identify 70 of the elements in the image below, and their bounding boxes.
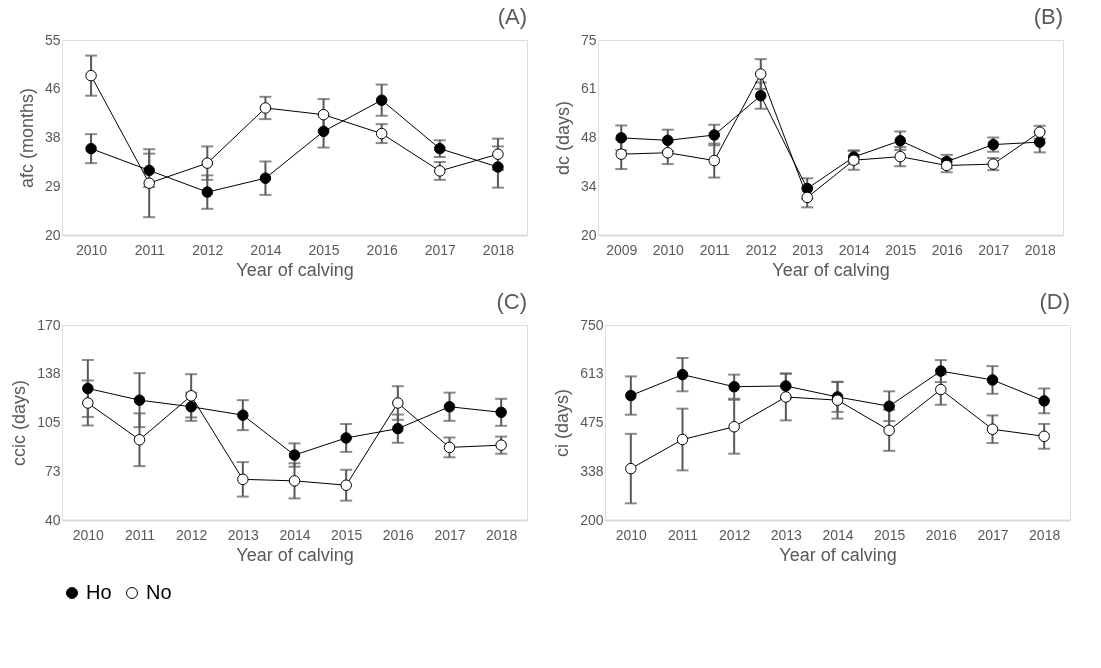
x-tick-label: 2014 <box>822 526 854 543</box>
y-tick-label: 29 <box>44 177 61 194</box>
y-tick-label: 46 <box>44 80 61 97</box>
x-tick-label: 2017 <box>424 241 457 258</box>
x-tick-label: 2010 <box>652 241 685 258</box>
y-tick-label: 200 <box>580 511 604 528</box>
x-tick-label: 2015 <box>308 241 340 258</box>
x-axis-title: Year of calving <box>236 259 354 280</box>
legend-label: Ho <box>86 581 112 603</box>
x-tick-label: 2017 <box>978 241 1010 258</box>
y-tick-label: 170 <box>37 316 61 333</box>
x-tick-label: 2016 <box>366 241 398 258</box>
x-tick-label: 2009 <box>606 241 638 258</box>
x-tick-label: 2018 <box>1029 526 1061 543</box>
x-tick-label: 2011 <box>134 241 165 258</box>
x-tick-label: 2012 <box>192 241 224 258</box>
y-tick-label: 40 <box>44 511 61 528</box>
chart-title: (C) <box>496 289 527 314</box>
x-tick-label: 2015 <box>885 241 917 258</box>
y-tick-label: 48 <box>580 129 597 145</box>
x-tick-label: 2016 <box>382 526 415 543</box>
y-tick-label: 105 <box>37 414 61 430</box>
y-tick-label: 613 <box>580 365 604 382</box>
x-axis-title: Year of calving <box>236 544 354 565</box>
x-tick-label: 2016 <box>931 241 964 258</box>
x-tick-label: 2011 <box>699 241 731 258</box>
x-tick-label: 2018 <box>482 241 515 258</box>
y-tick-label: 75 <box>580 31 597 48</box>
y-tick-label: 34 <box>580 177 597 194</box>
y-tick-label: 138 <box>37 365 61 382</box>
y-tick-label: 475 <box>580 414 604 430</box>
y-axis-title: afc (months) <box>16 87 37 189</box>
y-tick-label: 73 <box>44 462 61 479</box>
y-tick-label: 750 <box>580 316 604 333</box>
x-tick-label: 2014 <box>838 241 871 258</box>
y-tick-label: 61 <box>580 80 597 97</box>
y-tick-label: 338 <box>580 462 604 479</box>
x-tick-label: 2015 <box>331 526 363 543</box>
x-tick-label: 2018 <box>486 526 518 543</box>
x-tick-label: 2017 <box>434 526 466 543</box>
y-axis-title: dc (days) <box>552 100 573 176</box>
x-tick-label: 2014 <box>279 526 311 543</box>
x-tick-label: 2010 <box>72 526 105 543</box>
x-tick-label: 2014 <box>250 241 282 258</box>
x-tick-label: 2010 <box>75 241 108 258</box>
x-tick-label: 2013 <box>792 241 824 258</box>
y-tick-label: 20 <box>44 226 61 243</box>
legend-label: No <box>146 581 172 603</box>
x-tick-label: 2011 <box>667 526 699 543</box>
x-tick-label: 2017 <box>977 526 1009 543</box>
x-tick-label: 2013 <box>227 526 260 543</box>
y-tick-label: 20 <box>580 226 597 243</box>
chart-title: (D) <box>1039 289 1070 314</box>
x-tick-label: 2012 <box>719 526 751 543</box>
y-tick-label: 38 <box>44 129 61 145</box>
x-axis-title: Year of calving <box>772 259 890 280</box>
x-tick-label: 2012 <box>176 526 208 543</box>
x-tick-label: 2016 <box>925 526 958 543</box>
x-tick-label: 2015 <box>874 526 906 543</box>
x-tick-label: 2018 <box>1024 241 1057 258</box>
x-tick-label: 2011 <box>124 526 156 543</box>
y-tick-label: 55 <box>44 31 61 48</box>
x-tick-label: 2010 <box>615 526 648 543</box>
x-axis-title: Year of calving <box>779 544 897 565</box>
y-axis-title: ccic (days) <box>9 379 30 467</box>
chart-title: (A) <box>497 4 527 29</box>
y-axis-title: ci (days) <box>552 388 573 458</box>
x-tick-label: 2013 <box>770 526 803 543</box>
chart-title: (B) <box>1033 4 1063 29</box>
x-tick-label: 2012 <box>745 241 778 258</box>
